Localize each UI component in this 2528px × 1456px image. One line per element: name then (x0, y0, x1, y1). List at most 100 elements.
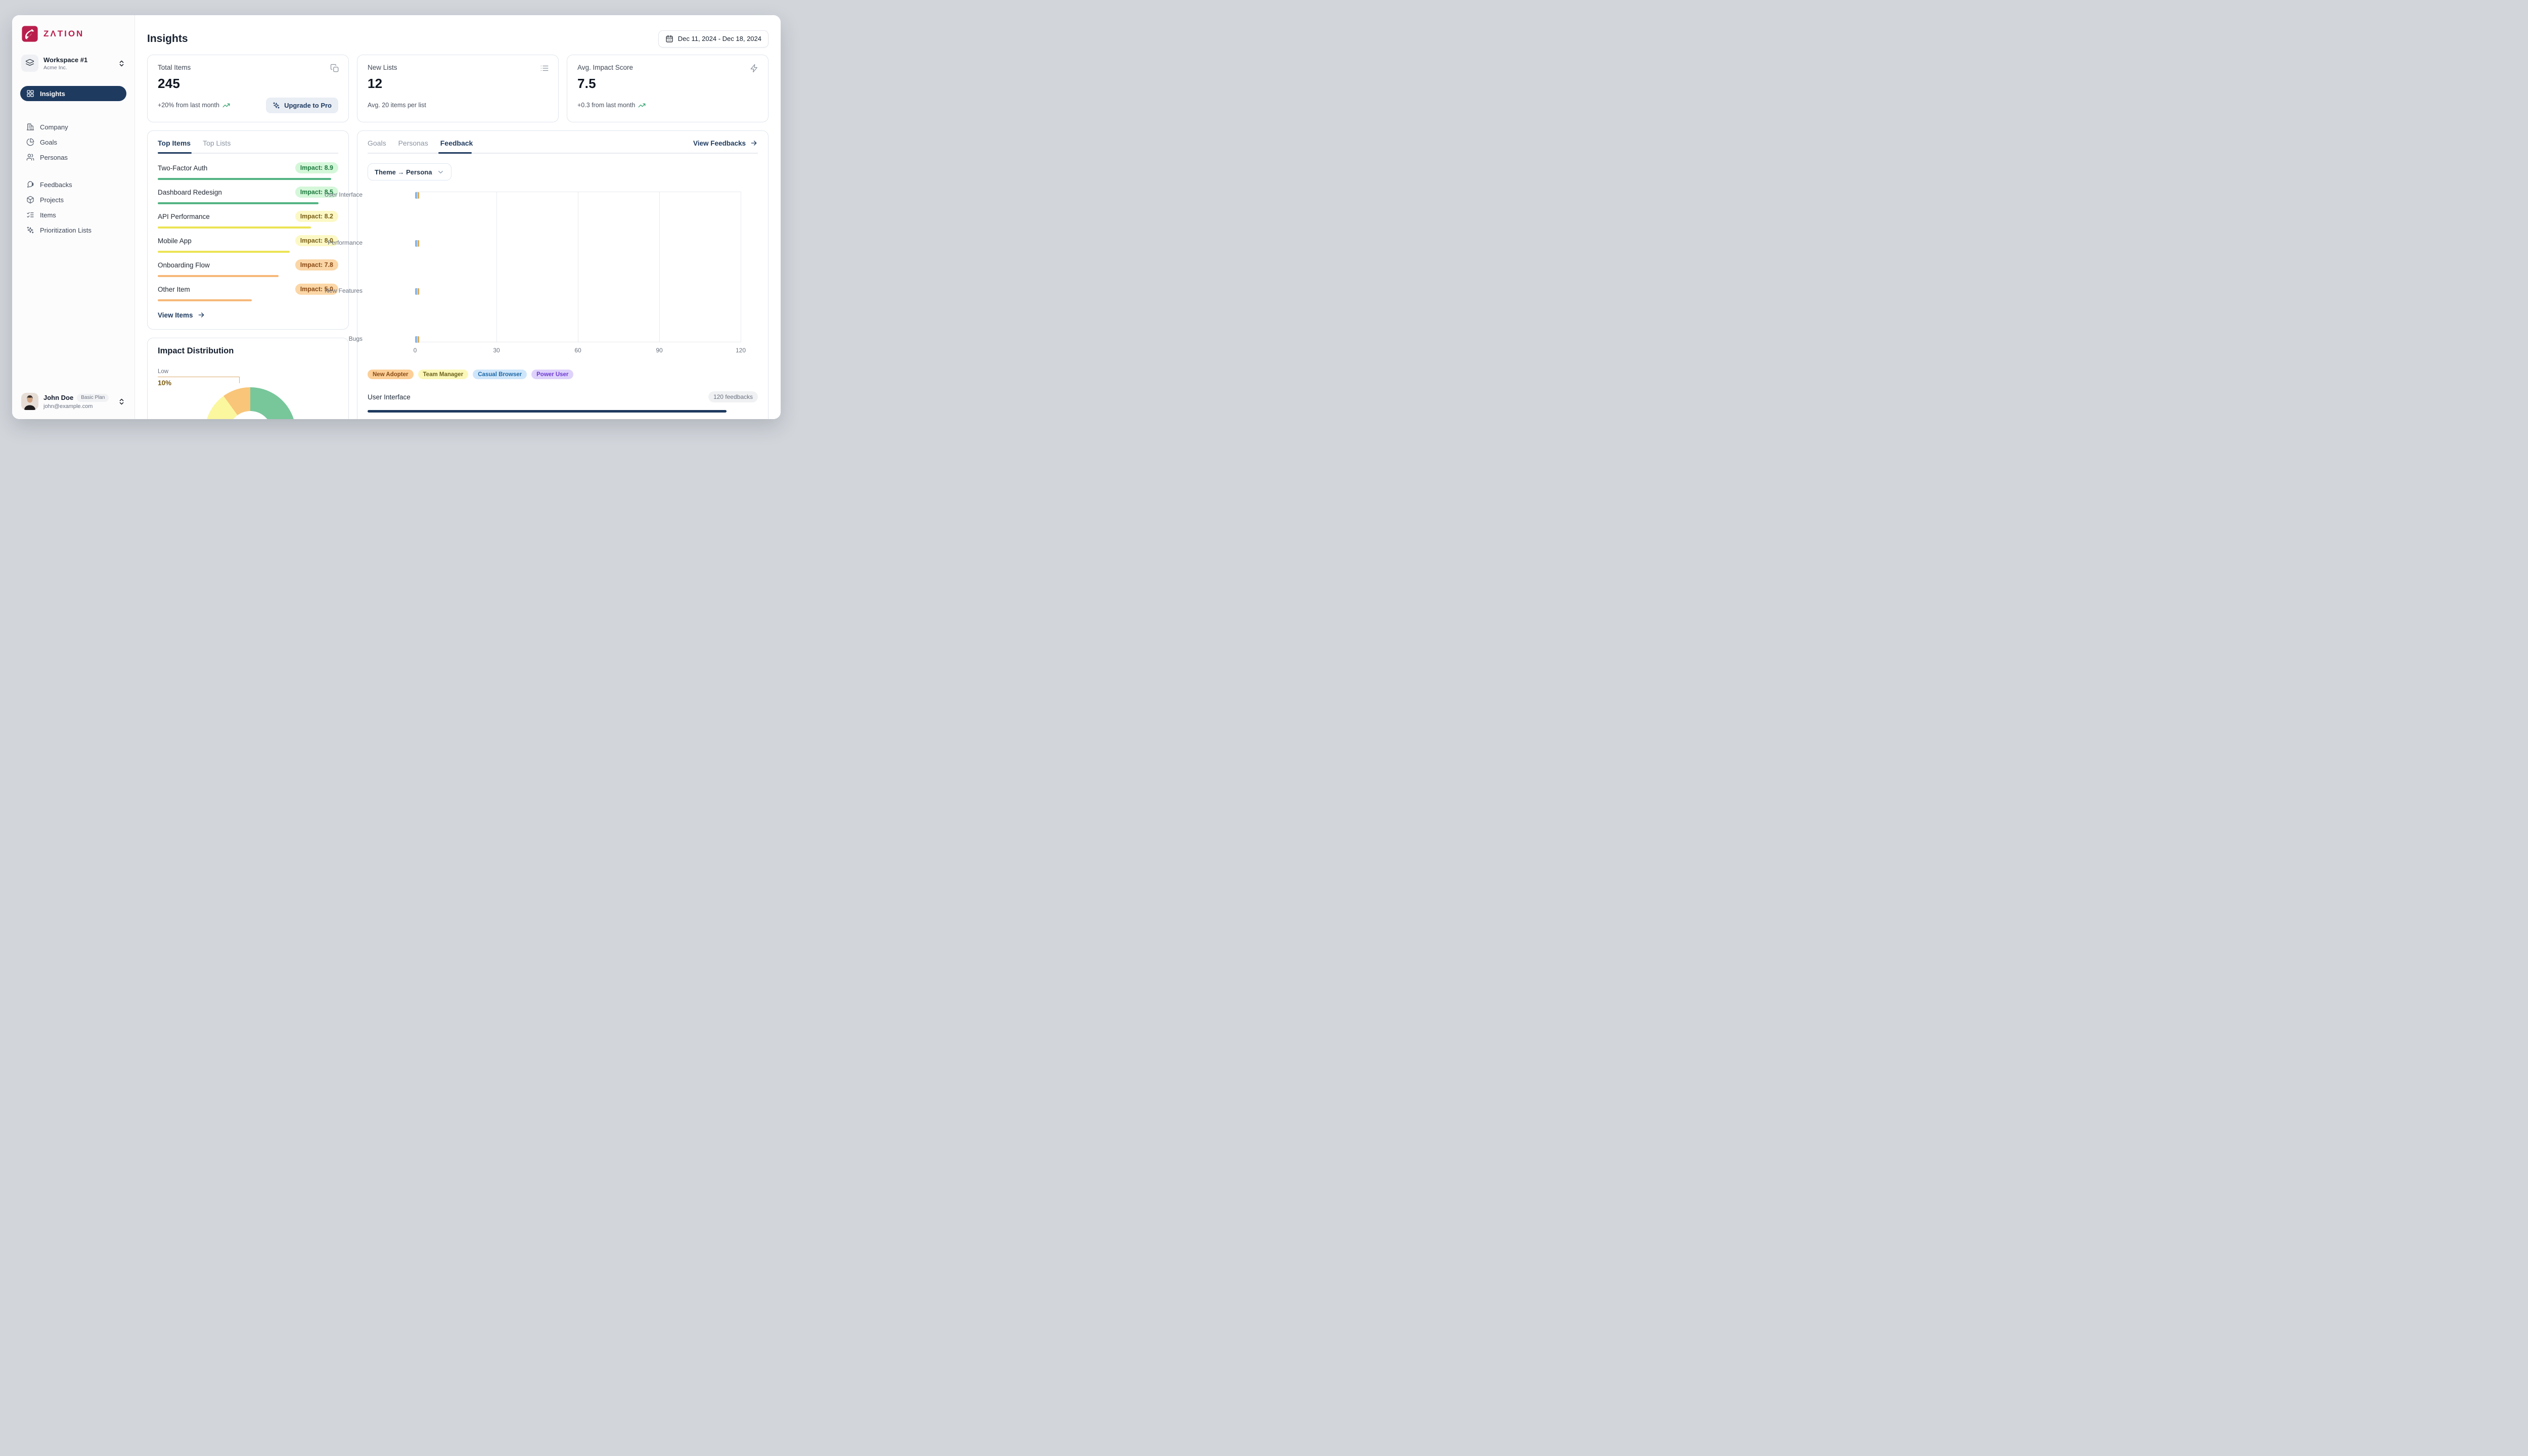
chart-bar-segment (418, 336, 419, 343)
tab-personas[interactable]: Personas (398, 139, 428, 147)
legend-pill[interactable]: Team Manager (418, 370, 469, 379)
annotation-value: 10% (158, 379, 172, 387)
top-item[interactable]: Dashboard Redesign Impact: 8.5 (158, 180, 338, 204)
chart-bar-segment (418, 192, 419, 199)
chart-bar-segment (416, 192, 417, 199)
tab-top-items[interactable]: Top Items (158, 139, 191, 147)
chart-bar-segment (415, 192, 416, 199)
brand-logo: ZΛTION (20, 25, 126, 42)
impact-bar (158, 202, 319, 204)
top-item[interactable]: API Performance Impact: 8.2 (158, 204, 338, 229)
chart-bar-segment (415, 336, 416, 343)
user-profile[interactable]: John Doe Basic Plan john@example.com (20, 392, 126, 411)
nav-spacer (20, 101, 126, 119)
arrow-right-icon (197, 311, 205, 319)
sidebar-spacer (20, 238, 126, 392)
chevrons-up-down-icon (118, 60, 125, 67)
sidebar-item-prioritization-lists[interactable]: Prioritization Lists (20, 222, 126, 238)
stat-value: 245 (158, 76, 180, 91)
stacked-bar-chart: User Interface Performance New Features … (325, 191, 758, 358)
grid-icon (26, 89, 34, 98)
view-feedbacks-link[interactable]: View Feedbacks (693, 139, 758, 147)
impact-bar (158, 299, 252, 301)
stat-card-total-items: Total Items 245 +20% from last month Upg… (147, 55, 349, 122)
building-icon (26, 123, 34, 131)
sidebar-item-personas[interactable]: Personas (20, 150, 126, 165)
sidebar-item-label: Goals (40, 138, 57, 146)
top-items-list: Two-Factor Auth Impact: 8.9 Dashboard Red… (158, 156, 338, 301)
workspace-switcher[interactable]: Workspace #1 Acme Inc. (20, 54, 126, 73)
view-feedbacks-label: View Feedbacks (693, 139, 746, 147)
sidebar-item-label: Feedbacks (40, 180, 72, 189)
page-header: Insights Dec 11, 2024 - Dec 18, 2024 (147, 15, 769, 49)
impact-bar (158, 275, 279, 277)
legend-pill[interactable]: New Adopter (368, 370, 414, 379)
sidebar-item-projects[interactable]: Projects (20, 192, 126, 207)
sidebar-item-goals[interactable]: Goals (20, 134, 126, 150)
stat-value: 12 (368, 76, 383, 91)
legend-pill[interactable]: Power User (531, 370, 574, 379)
left-column: Top Items Top Lists Two-Factor Auth Impac… (147, 130, 349, 419)
feedback-detail-row: User Interface 120 feedbacks (368, 391, 758, 402)
stat-value: 7.5 (577, 76, 596, 91)
top-item[interactable]: Other Item Impact: 5.0 (158, 277, 338, 301)
sparkles-icon (26, 226, 34, 234)
feedback-count-badge: 120 feedbacks (708, 391, 758, 402)
stat-label: Avg. Impact Score (577, 64, 634, 71)
stat-label: Total Items (158, 64, 191, 71)
chart-bar-segment (418, 288, 419, 295)
top-item[interactable]: Onboarding Flow Impact: 7.8 (158, 253, 338, 277)
sidebar-item-insights[interactable]: Insights (20, 86, 126, 101)
main-content: Insights Dec 11, 2024 - Dec 18, 2024 Tot… (135, 15, 781, 419)
pivot-dropdown[interactable]: Theme → Persona (368, 163, 452, 180)
workspace-title: Workspace #1 (43, 56, 88, 64)
stats-row: Total Items 245 +20% from last month Upg… (147, 55, 769, 122)
content-row: Top Items Top Lists Two-Factor Auth Impac… (147, 130, 769, 419)
chart-category-label: Performance (328, 239, 363, 246)
tab-goals[interactable]: Goals (368, 139, 386, 147)
impact-bar (158, 251, 290, 253)
legend-pill[interactable]: Casual Browser (473, 370, 527, 379)
chart-bar-row[interactable] (415, 192, 419, 199)
stat-card-avg-impact: Avg. Impact Score 7.5 +0.3 from last mon… (567, 55, 769, 122)
nav-spacer (20, 165, 126, 177)
layers-icon (21, 55, 38, 72)
upgrade-to-pro-label: Upgrade to Pro (284, 101, 332, 109)
stat-subtext: +20% from last month (158, 102, 230, 109)
impact-bar (158, 226, 311, 229)
chart-bar-segment (417, 240, 418, 247)
sidebar-item-items[interactable]: Items (20, 207, 126, 222)
chart-bar-segment (416, 336, 417, 343)
top-item[interactable]: Two-Factor Auth Impact: 8.9 (158, 156, 338, 180)
upgrade-to-pro-button[interactable]: Upgrade to Pro (266, 97, 338, 113)
tab-feedback[interactable]: Feedback (440, 139, 473, 147)
chart-bar-row[interactable] (415, 288, 419, 295)
chevron-down-icon (437, 168, 444, 176)
chart-bar-segment (418, 240, 419, 247)
view-items-link[interactable]: View Items (158, 311, 338, 319)
feedback-tabs: Goals Personas Feedback (368, 139, 473, 147)
top-items-tabs: Top Items Top Lists (158, 139, 338, 147)
tab-top-lists[interactable]: Top Lists (203, 139, 231, 147)
sidebar-item-feedbacks[interactable]: Feedbacks (20, 177, 126, 192)
chart-bar-row[interactable] (415, 336, 419, 343)
stat-card-new-lists: New Lists 12 Avg. 20 items per list (357, 55, 559, 122)
sidebar-item-label: Company (40, 123, 68, 131)
chevrons-up-down-icon (118, 398, 125, 405)
chart-bar-row[interactable] (415, 240, 419, 247)
sidebar-item-company[interactable]: Company (20, 119, 126, 134)
chart-x-tick: 90 (656, 347, 663, 354)
app-window: ZΛTION Workspace #1 Acme Inc. Insights C (12, 15, 781, 419)
chart-x-tick: 0 (413, 347, 417, 354)
lightning-icon (750, 64, 759, 73)
arrow-right-icon (750, 139, 758, 147)
tab-active-indicator (438, 152, 472, 154)
top-item[interactable]: Mobile App Impact: 8.0 (158, 229, 338, 253)
sidebar-item-label: Insights (40, 89, 65, 98)
annotation-leader-line (158, 377, 240, 383)
list-icon (540, 64, 549, 73)
date-range-picker[interactable]: Dec 11, 2024 - Dec 18, 2024 (658, 30, 769, 48)
tab-track (158, 152, 338, 154)
donut-hole (229, 411, 272, 419)
stat-subtext-label: +20% from last month (158, 102, 219, 109)
